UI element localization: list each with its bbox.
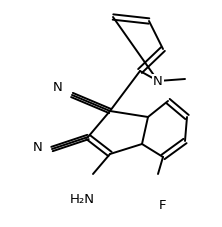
Text: H₂N: H₂N: [69, 193, 95, 206]
Text: N: N: [153, 75, 163, 88]
Text: N: N: [53, 81, 63, 94]
Text: N: N: [33, 141, 43, 154]
Text: F: F: [158, 199, 166, 212]
